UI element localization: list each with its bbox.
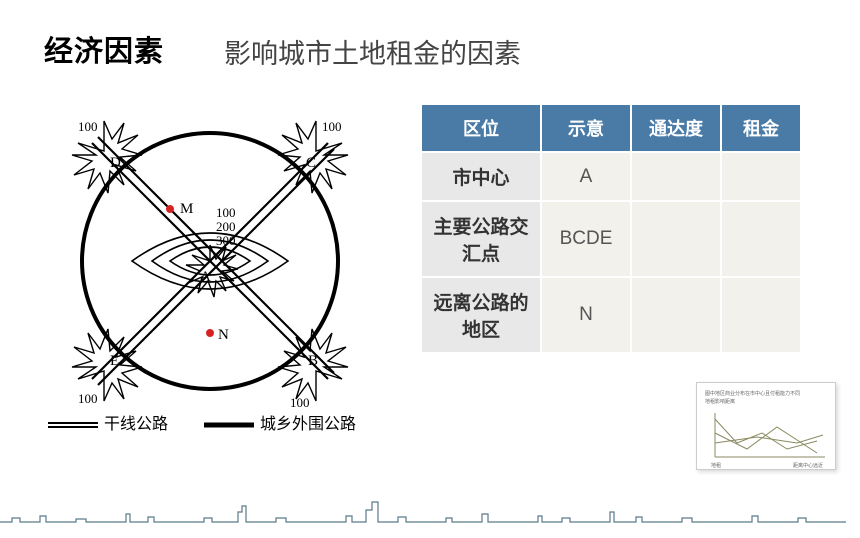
row-center-label: 市中心: [421, 152, 541, 201]
row-remote-access: [631, 277, 721, 353]
thumb-caption2: 地租影响距离: [705, 398, 735, 405]
label-100-e: 100: [78, 391, 98, 406]
point-d: D: [110, 155, 121, 171]
label-100-d: 100: [78, 119, 98, 134]
point-b: B: [308, 353, 318, 369]
row-remote-val: N: [541, 277, 631, 353]
thumb-axis-right: 距离中心远近: [793, 462, 823, 469]
legend-highway: 干线公路: [104, 415, 168, 433]
th-accessibility: 通达度: [631, 104, 721, 152]
row-center-val: A: [541, 152, 631, 201]
page-subtitle: 影响城市土地租金的因素: [224, 32, 521, 71]
point-n: N: [218, 327, 229, 343]
row-junction-rent: [721, 201, 801, 277]
row-junction-access: [631, 201, 721, 277]
point-e: E: [110, 353, 119, 369]
th-location: 区位: [421, 104, 541, 152]
thumb-caption1: 图中地区商业分布在市中心且付租能力不同: [705, 390, 800, 397]
row-center-rent: [721, 152, 801, 201]
page-title: 经济因素: [44, 28, 164, 70]
th-rent: 租金: [721, 104, 801, 152]
point-m: M: [180, 201, 193, 217]
point-c: C: [306, 155, 316, 171]
point-a: A: [200, 269, 211, 285]
row-remote-label: 远离公路的地区: [421, 277, 541, 353]
land-rent-diagram: 100 100 100 100 100 200 300 D C E B A M …: [20, 101, 400, 441]
label-ring-200: 200: [216, 219, 236, 234]
row-junction-val: BCDE: [541, 201, 631, 277]
th-symbol: 示意: [541, 104, 631, 152]
legend-outer-road: 城乡外围公路: [260, 415, 356, 433]
thumbnail-preview: 图中地区商业分布在市中心且付租能力不同 地租影响距离 地租 距离中心远近: [696, 382, 836, 470]
label-100-c: 100: [322, 119, 342, 134]
label-100-b: 100: [290, 395, 310, 410]
label-ring-300: 300: [216, 233, 236, 248]
row-center-access: [631, 152, 721, 201]
skyline-decoration: [0, 494, 860, 530]
row-junction-label: 主要公路交汇点: [421, 201, 541, 277]
row-remote-rent: [721, 277, 801, 353]
label-ring-100: 100: [216, 205, 236, 220]
thumb-axis-left: 地租: [711, 462, 721, 469]
